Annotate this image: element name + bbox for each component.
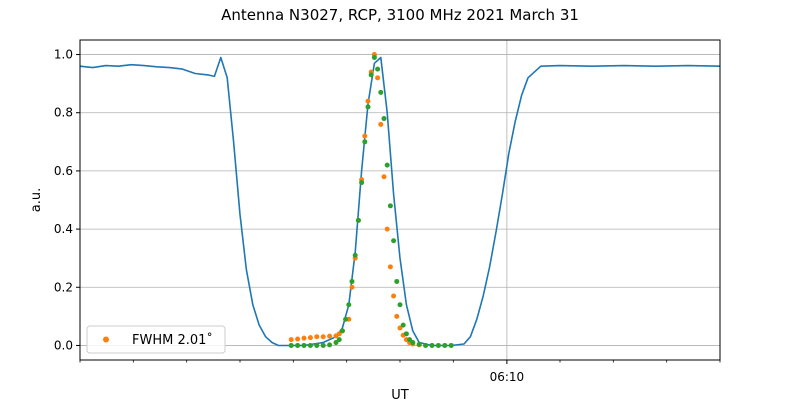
series-layer [79, 52, 721, 348]
data-point [359, 180, 365, 186]
y-tick-label: 0.2 [54, 280, 73, 294]
y-tick-label: 0.6 [54, 164, 73, 178]
data-point [375, 66, 381, 72]
data-point [365, 98, 371, 104]
data-point [301, 342, 307, 348]
data-point [381, 116, 387, 122]
data-point [378, 121, 384, 127]
data-point [314, 334, 320, 340]
data-point [371, 54, 377, 60]
data-point [394, 313, 400, 319]
legend-box [86, 325, 226, 354]
data-point [336, 331, 342, 337]
data-point [301, 335, 307, 341]
y-axis: 0.0 0.2 0.4 0.6 0.8 1.0 [54, 48, 80, 352]
data-point [397, 325, 403, 331]
x-tick-label: 06:10 [490, 370, 525, 384]
data-point [403, 331, 409, 337]
data-point [314, 342, 320, 348]
data-point [378, 89, 384, 95]
data-point [307, 342, 313, 348]
data-point [355, 217, 361, 223]
data-point [343, 316, 349, 322]
data-point [384, 226, 390, 232]
chart-title: Antenna N3027, RCP, 3100 MHz 2021 March … [221, 6, 579, 24]
y-tick-label: 0.8 [54, 106, 73, 120]
data-point [448, 342, 454, 348]
data-point [327, 342, 333, 348]
legend-label: FWHM 2.01˚ [132, 332, 213, 348]
data-point [320, 342, 326, 348]
data-point [365, 104, 371, 110]
data-point [333, 340, 339, 346]
data-point [362, 133, 368, 139]
data-point [397, 302, 403, 308]
data-point [407, 337, 413, 343]
data-point [320, 334, 326, 340]
y-tick-label: 0.4 [54, 222, 73, 236]
data-point [375, 75, 381, 81]
data-point [384, 162, 390, 168]
data-point [368, 72, 374, 78]
legend-marker [103, 336, 109, 343]
data-point [410, 340, 416, 346]
data-point [339, 328, 345, 334]
data-point [387, 264, 393, 270]
data-point [307, 335, 313, 341]
x-axis-label: UT [391, 388, 409, 400]
data-point [362, 139, 368, 145]
data-point [391, 238, 397, 244]
data-point [352, 252, 358, 258]
data-point [391, 293, 397, 299]
x-axis: 06:10 [79, 360, 721, 384]
data-point [423, 342, 429, 348]
series-line [79, 56, 721, 347]
data-point [442, 342, 448, 348]
data-point [336, 337, 342, 343]
data-point [416, 341, 422, 347]
data-point [381, 174, 387, 180]
data-point [295, 336, 301, 342]
data-point [387, 203, 393, 209]
data-point [295, 342, 301, 348]
data-point [429, 342, 435, 348]
data-point [346, 302, 352, 308]
data-point [288, 337, 294, 343]
data-point [349, 278, 355, 284]
data-point [349, 284, 355, 290]
y-tick-label: 0.0 [54, 338, 73, 352]
y-tick-label: 1.0 [54, 48, 73, 62]
legend: FWHM 2.01˚ [86, 325, 226, 354]
y-axis-label: a.u. [29, 188, 44, 212]
data-point [435, 342, 441, 348]
data-point [400, 322, 406, 328]
data-point [288, 342, 294, 348]
data-point [327, 333, 333, 339]
data-point [394, 278, 400, 284]
